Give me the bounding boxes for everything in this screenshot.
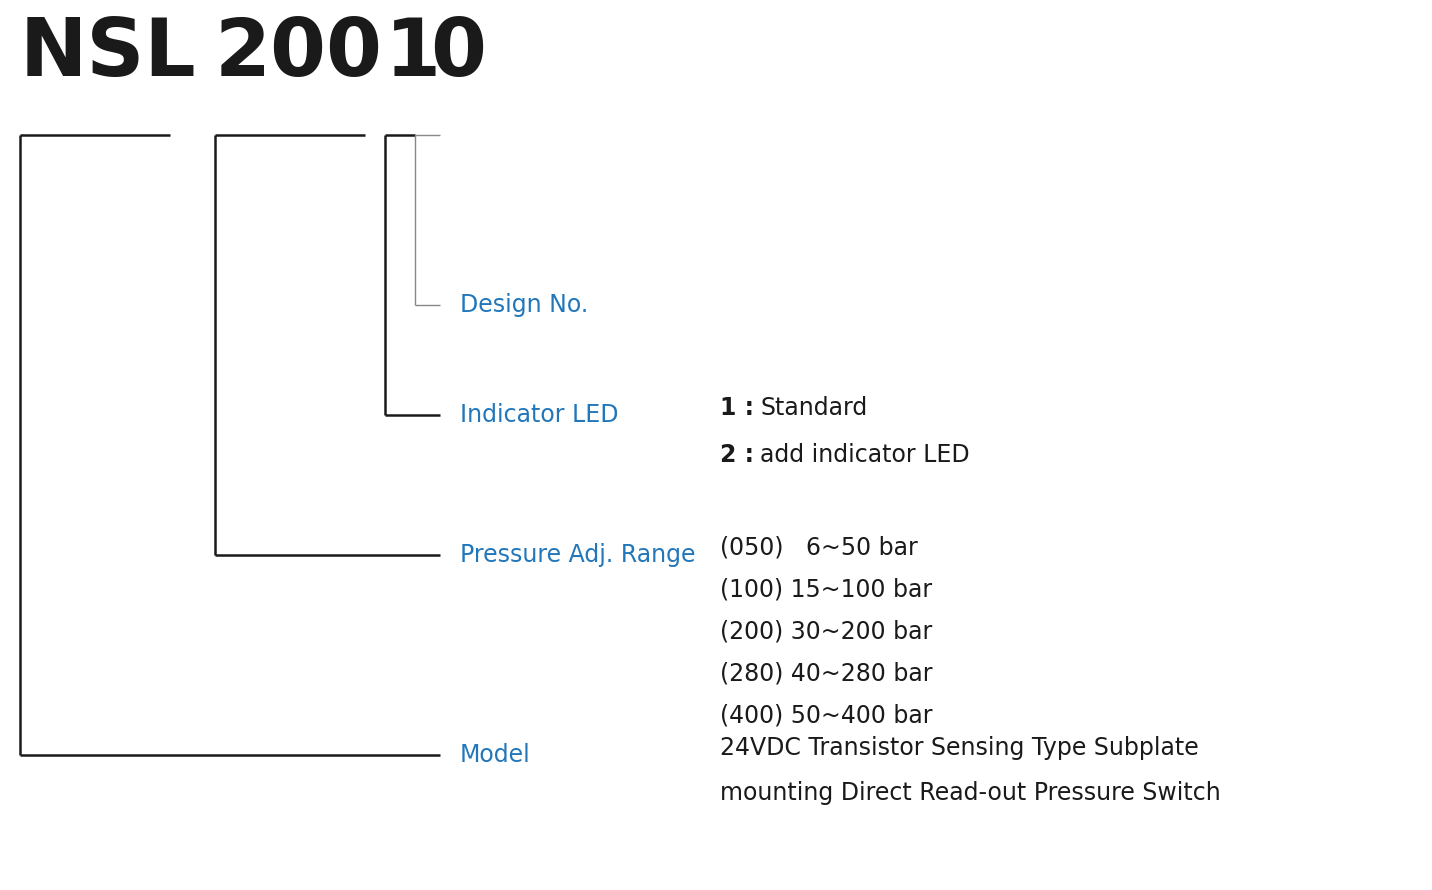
Text: mounting Direct Read-out Pressure Switch: mounting Direct Read-out Pressure Switch (720, 781, 1220, 805)
Text: 1: 1 (385, 15, 441, 93)
Text: NSL: NSL (20, 15, 196, 93)
Text: Pressure Adj. Range: Pressure Adj. Range (460, 543, 696, 567)
Text: (280) 40~280 bar: (280) 40~280 bar (720, 662, 932, 686)
Text: Standard: Standard (760, 396, 868, 420)
Text: 24VDC Transistor Sensing Type Subplate: 24VDC Transistor Sensing Type Subplate (720, 736, 1199, 760)
Text: Design No.: Design No. (460, 293, 589, 317)
Text: Model: Model (460, 743, 531, 767)
Text: add indicator LED: add indicator LED (760, 443, 969, 467)
Text: 2 :: 2 : (720, 443, 755, 467)
Text: (050)   6~50 bar: (050) 6~50 bar (720, 536, 918, 560)
Text: 200: 200 (215, 15, 382, 93)
Text: (200) 30~200 bar: (200) 30~200 bar (720, 620, 932, 644)
Text: Indicator LED: Indicator LED (460, 403, 619, 427)
Text: 0: 0 (430, 15, 485, 93)
Text: 1 :: 1 : (720, 396, 755, 420)
Text: (100) 15~100 bar: (100) 15~100 bar (720, 578, 932, 602)
Text: (400) 50~400 bar: (400) 50~400 bar (720, 704, 932, 728)
